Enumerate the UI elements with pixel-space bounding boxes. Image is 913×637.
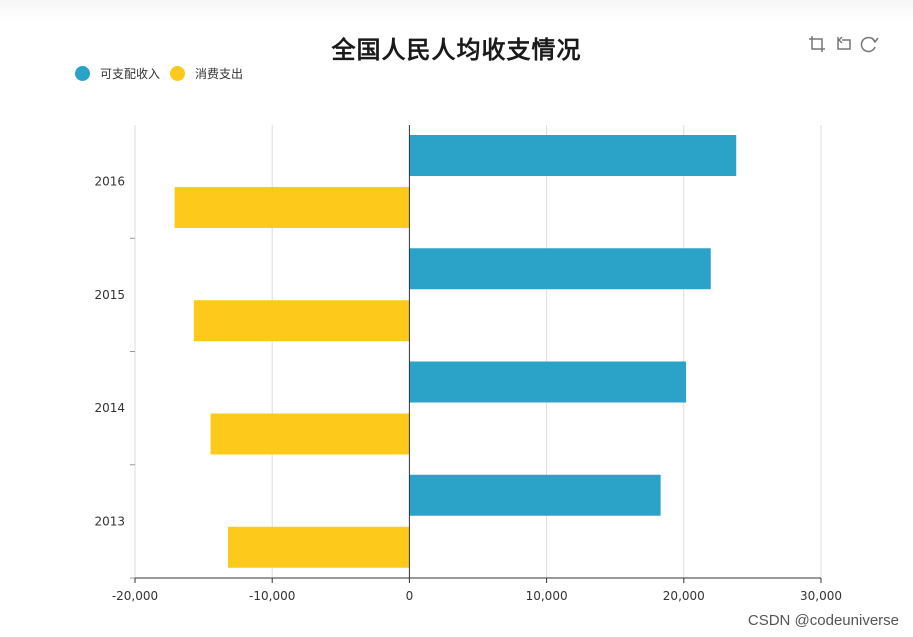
toolbox [807,34,885,54]
x-tick-label-1: -10,000 [249,589,295,603]
bar-expense-2016 [174,187,410,228]
legend-item-expense[interactable]: 消费支出 [170,65,243,82]
y-tick-label-2016: 2016 [94,175,125,189]
legend-item-income[interactable]: 可支配收入 [75,65,160,82]
bar-expense-2014 [210,413,410,455]
watermark: CSDN @codeuniverse [747,612,899,629]
x-tick-label-2: 0 [406,589,414,603]
bar-income-2014 [409,361,687,403]
restore-icon[interactable] [859,34,879,54]
zoom-area-icon[interactable] [807,34,827,54]
legend-label-expense: 消费支出 [195,67,244,81]
chart-title: 全国人民人均收支情况 [331,36,582,64]
legend-label-income: 可支配收入 [100,67,161,81]
y-tick-label-2014: 2014 [94,401,125,415]
bar-income-2016 [409,135,737,176]
bar-expense-2013 [228,526,410,568]
bar-income-2015 [409,248,711,290]
legend-marker-expense [170,66,186,81]
bar-expense-2015 [193,300,410,342]
legend: 可支配收入 消费支出 [75,65,253,82]
bar-income-2013 [409,474,661,516]
x-tick-label-0: -20,000 [112,589,158,603]
y-tick-label-2013: 2013 [94,514,125,528]
x-tick-label-4: 20,000 [663,589,705,603]
x-tick-label-5: 30,000 [800,589,842,603]
y-tick-label-2015: 2015 [94,288,125,302]
legend-marker-income [75,66,90,81]
x-tick-label-3: 10,000 [526,589,568,603]
zoom-reset-icon[interactable] [833,34,853,54]
